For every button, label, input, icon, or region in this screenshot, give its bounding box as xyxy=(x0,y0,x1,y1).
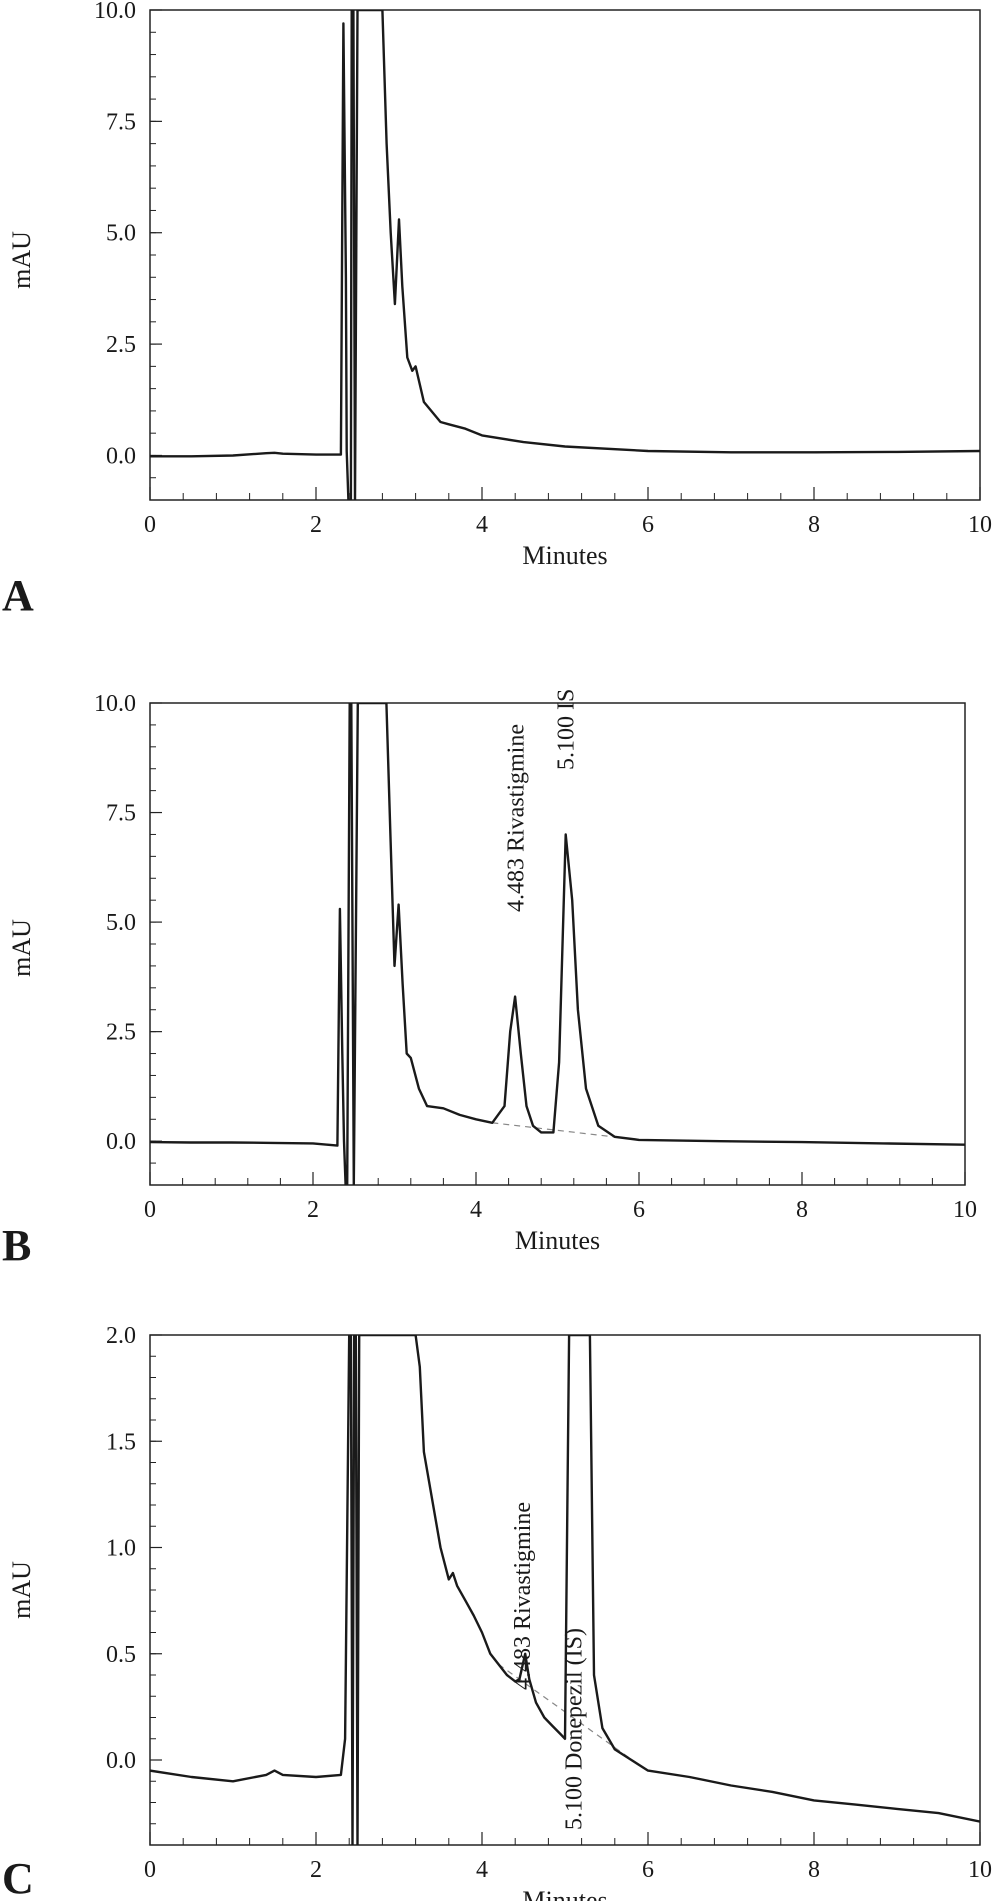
plot-frame xyxy=(149,9,981,501)
peak-annotation: 5.100 Donepezil (IS) xyxy=(561,1628,587,1830)
x-axis-label: Minutes xyxy=(515,1226,600,1255)
x-tick-label: 4 xyxy=(476,512,488,538)
x-tick-label: 8 xyxy=(808,1857,820,1883)
peak-annotation: 4.483 Rivastigmine xyxy=(503,724,529,912)
y-tick-label: 7.5 xyxy=(106,801,136,827)
x-tick-label: 8 xyxy=(808,512,820,538)
y-tick-label: 7.5 xyxy=(106,109,136,135)
panel-letter: C xyxy=(2,1854,34,1901)
y-axis-label: mAU xyxy=(7,231,36,289)
x-tick-label: 10 xyxy=(968,512,992,538)
chromatogram-trace xyxy=(150,10,980,500)
x-tick-label: 0 xyxy=(144,512,156,538)
x-tick-label: 8 xyxy=(796,1197,808,1223)
panel-letter: A xyxy=(2,571,34,620)
peak-annotation: 4.483 Rivastigmine xyxy=(510,1502,536,1690)
x-tick-label: 10 xyxy=(968,1857,992,1883)
x-tick-label: 0 xyxy=(144,1857,156,1883)
peak-annotation: 5.100 IS xyxy=(554,689,580,770)
chromatogram-trace xyxy=(150,703,965,1185)
y-axis-label: mAU xyxy=(7,1561,36,1619)
x-tick-label: 6 xyxy=(642,512,654,538)
x-tick-label: 10 xyxy=(953,1197,977,1223)
x-tick-label: 4 xyxy=(470,1197,482,1223)
y-axis-label: mAU xyxy=(7,919,36,977)
y-tick-label: 0.5 xyxy=(106,1642,136,1668)
integration-baseline xyxy=(498,1663,641,1766)
x-axis-label: Minutes xyxy=(522,541,607,570)
x-tick-label: 0 xyxy=(144,1197,156,1223)
chromatogram-trace xyxy=(150,1335,980,1845)
y-tick-label: 5.0 xyxy=(106,910,136,936)
y-tick-label: 0.0 xyxy=(106,1748,136,1774)
panel-letter: B xyxy=(2,1221,31,1270)
y-tick-label: 2.5 xyxy=(106,1020,136,1046)
x-tick-label: 6 xyxy=(633,1197,645,1223)
y-tick-label: 0.0 xyxy=(106,443,136,469)
y-tick-label: 0.0 xyxy=(106,1129,136,1155)
y-tick-label: 10.0 xyxy=(94,0,136,24)
x-tick-label: 2 xyxy=(310,512,322,538)
y-tick-label: 1.5 xyxy=(106,1429,136,1455)
integration-baseline xyxy=(492,1122,631,1140)
y-tick-label: 5.0 xyxy=(106,221,136,247)
plot-frame xyxy=(149,702,966,1186)
chart-panel-c: 0 2 4 6 8 10 0.0 0.5 1.0 1.5 2.0 Minutes mAU C 4.483 R… xyxy=(2,1323,992,1901)
x-axis-label: Minutes xyxy=(522,1886,607,1901)
y-tick-label: 2.0 xyxy=(106,1323,136,1349)
x-tick-label: 2 xyxy=(307,1197,319,1223)
x-tick-label: 4 xyxy=(476,1857,488,1883)
x-tick-label: 6 xyxy=(642,1857,654,1883)
chart-panel-b: 0 2 4 6 8 10 0.0 2.5 5.0 7.5 10.0 Minutes mAU B 4.483 … xyxy=(2,689,977,1270)
y-tick-label: 2.5 xyxy=(106,332,136,358)
chart-panel-a: 0 2 4 6 8 10 0.0 2.5 5.0 7.5 10.0 Minutes mAU A xyxy=(2,0,992,620)
y-tick-label: 10.0 xyxy=(94,691,136,717)
x-tick-label: 2 xyxy=(310,1857,322,1883)
y-tick-label: 1.0 xyxy=(106,1536,136,1562)
